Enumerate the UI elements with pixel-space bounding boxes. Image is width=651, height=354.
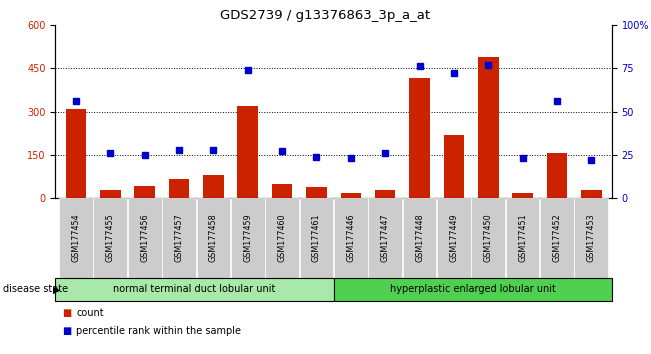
Bar [443,135,464,198]
Text: count: count [76,308,104,318]
Bar [547,153,567,198]
Text: GSM177459: GSM177459 [243,214,252,262]
Text: ■: ■ [62,326,71,336]
Bar [409,78,430,198]
Bar [478,57,499,198]
Text: GDS2739 / g13376863_3p_a_at: GDS2739 / g13376863_3p_a_at [221,9,430,22]
Text: GSM177455: GSM177455 [106,214,115,262]
Bar [100,190,120,198]
Bar [512,193,533,198]
Bar [306,187,327,198]
Text: disease state: disease state [3,284,68,295]
Text: GSM177448: GSM177448 [415,214,424,262]
Text: percentile rank within the sample: percentile rank within the sample [76,326,241,336]
Text: ▶: ▶ [53,284,61,295]
Bar [203,175,224,198]
Text: GSM177454: GSM177454 [72,214,81,262]
Text: GSM177460: GSM177460 [277,214,286,262]
Bar [271,184,292,198]
Text: GSM177453: GSM177453 [587,214,596,262]
Text: ■: ■ [62,308,71,318]
Text: GSM177451: GSM177451 [518,214,527,262]
Bar [375,190,395,198]
Text: GSM177452: GSM177452 [553,214,561,262]
Text: normal terminal duct lobular unit: normal terminal duct lobular unit [113,284,275,295]
Text: hyperplastic enlarged lobular unit: hyperplastic enlarged lobular unit [390,284,556,295]
Text: GSM177446: GSM177446 [346,214,355,262]
Text: GSM177457: GSM177457 [174,214,184,262]
Bar [134,186,155,198]
Text: GSM177450: GSM177450 [484,214,493,262]
Text: GSM177458: GSM177458 [209,214,218,262]
Bar [340,193,361,198]
Text: GSM177449: GSM177449 [449,214,458,262]
Bar [581,190,602,198]
Bar [238,106,258,198]
Text: GSM177461: GSM177461 [312,214,321,262]
Text: GSM177447: GSM177447 [381,214,390,262]
Bar [169,178,189,198]
Text: GSM177456: GSM177456 [140,214,149,262]
Bar [66,109,86,198]
